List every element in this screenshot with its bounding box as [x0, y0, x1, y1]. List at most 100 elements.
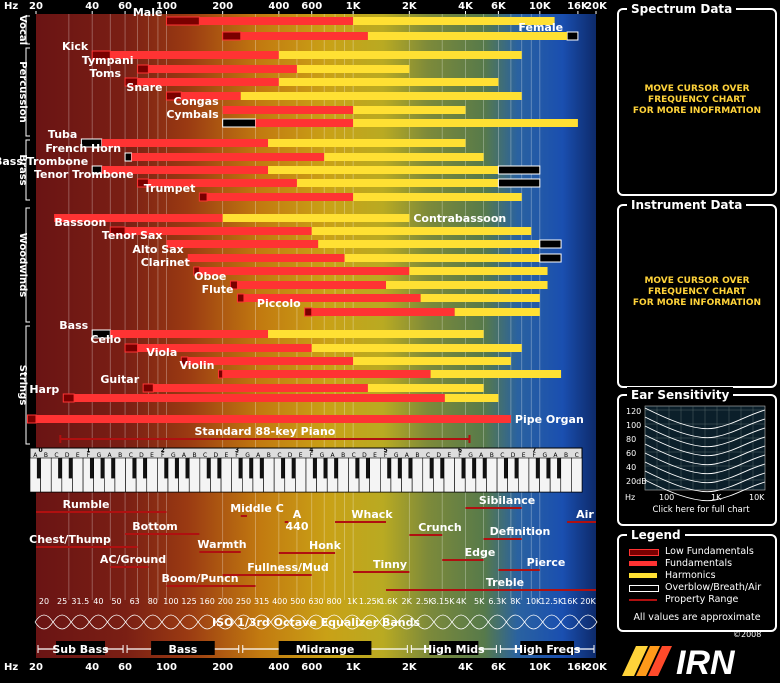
band-label: Midrange: [296, 643, 355, 656]
instrument-label: Guitar: [100, 373, 139, 386]
piano-note-label: G: [97, 452, 102, 459]
property-label: Crunch: [418, 521, 462, 534]
full-chart-link[interactable]: Click here for full chart: [652, 505, 750, 515]
instrument-bar: [36, 415, 511, 423]
ear-sensitivity-chart[interactable]: 120 100 80 60 40 20dB Hz 100 1K 10K Click here for…: [625, 404, 771, 520]
eq-freq-label: 63: [130, 597, 140, 606]
eq-band-curve: [506, 614, 525, 630]
left-gutter: [0, 0, 36, 683]
band-label: High Freqs: [514, 643, 581, 656]
spectrum-data-panel[interactable]: Spectrum Data MOVE CURSOR OVER FREQUENCY…: [617, 1, 777, 196]
freq-label-top: 16K: [567, 1, 590, 12]
group-bracket: [25, 47, 30, 137]
piano-white-key: [72, 457, 84, 493]
instrument-bar: [62, 393, 75, 403]
eq-band-curve: [197, 614, 217, 630]
property-label: Pierce: [527, 556, 566, 569]
instrument-bar: [131, 153, 325, 161]
instrument-label-piano: Standard 88-key Piano: [194, 425, 335, 438]
spectrum-msg-line: FOR MORE INOFRMATION: [632, 106, 762, 116]
eq-band-curve: [270, 614, 290, 630]
eq-band-curve: [542, 614, 562, 630]
freq-label-top: 100: [156, 1, 177, 12]
instrument-bar: [420, 294, 540, 302]
instrument-label: Congas: [173, 95, 219, 108]
piano-note-label: B: [267, 452, 271, 459]
ear-db-label: 60: [626, 449, 636, 458]
ear-sensitivity-panel[interactable]: Ear Sensitivity 120 100 80 60 40 20dB Hz 100 1K 1…: [617, 387, 777, 526]
legend-label: Low Fundamentals: [665, 546, 754, 557]
freq-label-bottom: 40: [85, 662, 99, 673]
piano-note-label: G: [543, 452, 548, 459]
eq-band-curve: [288, 614, 308, 630]
piano-white-key: [571, 457, 583, 493]
ear-curve: [644, 479, 766, 502]
freq-label-top: 20: [29, 1, 43, 12]
eq-band-curve: [578, 614, 598, 630]
ear-curve: [644, 425, 766, 448]
octave-number: 1: [86, 447, 90, 454]
property-label: Fullness/Mud: [247, 561, 328, 574]
instrument-bar: [207, 193, 354, 201]
eq-freq-label: 800: [326, 597, 341, 606]
instrument-bar: [124, 152, 133, 162]
instrument-bar: [430, 370, 562, 378]
piano-note-label: C: [129, 452, 133, 459]
piano-note-label: B: [118, 452, 122, 459]
eq-freq-label: 1.25K: [359, 597, 383, 606]
instrument-data-panel[interactable]: Instrument Data MOVE CURSOR OVER FREQUEN…: [617, 197, 777, 388]
instrument-bar: [237, 281, 387, 289]
instrument-bar: [181, 92, 241, 100]
piano-note-label: D: [511, 452, 516, 459]
freq-label-bottom: 20: [29, 662, 43, 673]
instrument-bar: [324, 153, 484, 161]
octave-number: 0: [39, 447, 43, 454]
freq-label-top: 60: [118, 1, 132, 12]
instrument-msg-line: FOR MORE INFORMATION: [632, 298, 762, 308]
eq-freq-label: 6.3K: [488, 597, 507, 606]
freq-label-bottom: 60: [118, 662, 132, 673]
piano-note-label: A: [553, 452, 558, 459]
eq-freq-label: 80: [148, 597, 158, 606]
piano-note-label: C: [426, 452, 430, 459]
piano-note-label: C: [575, 452, 579, 459]
ear-sensitivity-title: Ear Sensitivity: [627, 387, 734, 403]
instrument-bar: [222, 118, 257, 128]
piano-note-label: A: [182, 452, 187, 459]
instrument-bar: [566, 31, 579, 41]
piano-white-key: [220, 457, 232, 493]
instrument-bar: [353, 106, 466, 114]
instrument-bar: [198, 192, 208, 202]
piano-white-key: [263, 457, 275, 493]
fundamentals-swatch: [629, 561, 657, 566]
property-label: Sibilance: [479, 494, 535, 507]
instrument-label: Toms: [89, 67, 121, 80]
band-label-bg: [56, 641, 106, 655]
property-range-swatch: [629, 599, 657, 601]
irn-logo[interactable]: IRN: [618, 640, 774, 678]
eq-freq-label: 3.15K: [431, 597, 455, 606]
property-label: Treble: [486, 576, 524, 589]
instrument-label: Male: [133, 6, 163, 19]
piano-note-label: F: [384, 452, 388, 459]
instrument-label: Harp: [29, 383, 59, 396]
eq-freq-label: 31.5: [71, 597, 89, 606]
piano-note-label: E: [76, 452, 80, 459]
eq-freq-label: 1.6K: [380, 597, 399, 606]
piano-note-label: E: [447, 452, 451, 459]
piano-white-key: [369, 457, 381, 493]
instrument-label: Piccolo: [257, 297, 301, 310]
ear-x-label: 1K: [711, 493, 722, 502]
piano-note-label: G: [171, 452, 176, 459]
instrument-label: Female: [518, 21, 563, 34]
ear-db-label: 20dB: [626, 477, 647, 486]
eq-band-curve: [433, 614, 453, 630]
instrument-bar: [222, 214, 410, 222]
instrument-label: Oboe: [194, 270, 226, 283]
freq-label-bottom: 200: [212, 662, 233, 673]
instrument-msg-line: MOVE CURSOR OVER: [644, 276, 750, 286]
property-label: Rumble: [63, 498, 110, 511]
ear-db-label: 40: [626, 463, 636, 472]
piano-white-key: [295, 457, 307, 493]
